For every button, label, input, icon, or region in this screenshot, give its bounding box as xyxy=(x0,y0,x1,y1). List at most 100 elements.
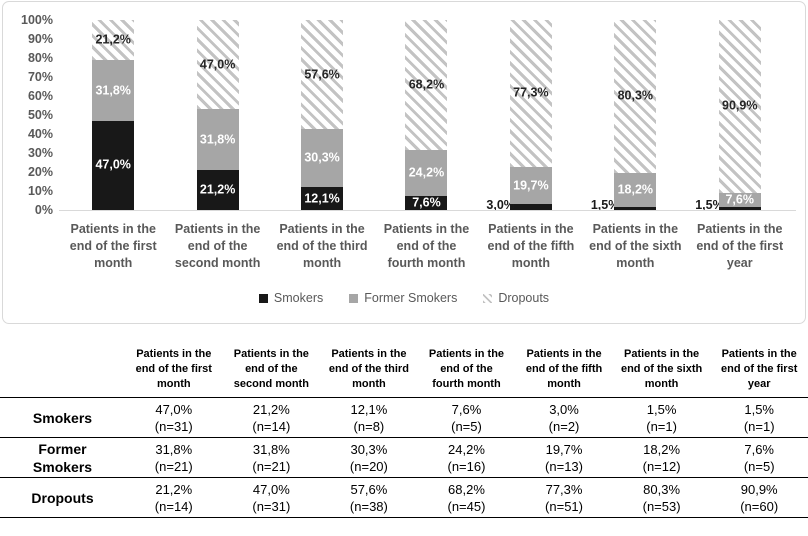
table-cell: 68,2% (n=45) xyxy=(418,478,516,518)
table-header: Patients in the end of the first month Pa… xyxy=(0,345,808,398)
x-axis-category-label: Patients in the end of the first month xyxy=(69,222,157,270)
bar-slot: 1,5% 7,6% 90,9% xyxy=(688,20,792,212)
bar-segment-smokers: 1,5% xyxy=(591,198,657,212)
cell-count: (n=14) xyxy=(154,498,193,514)
table-cell: 18,2% (n=12) xyxy=(613,438,711,478)
bar-segment-dropouts: 90,9% xyxy=(718,20,761,193)
cell-percentage: 21,2% xyxy=(252,401,290,417)
data-label: 77,3% xyxy=(513,85,549,100)
x-axis-category-label: Patients in the end of the second month xyxy=(174,222,261,270)
table-cell: 47,0% (n=31) xyxy=(223,478,321,518)
table-cell: 1,5% (n=1) xyxy=(710,398,808,438)
data-label: 12,1% xyxy=(304,191,340,205)
table-header-row: Patients in the end of the first month Pa… xyxy=(0,345,808,398)
cell-count: (n=2) xyxy=(548,418,580,434)
cell-percentage: 1,5% xyxy=(646,401,677,417)
results-table: Patients in the end of the first month Pa… xyxy=(0,345,808,518)
x-axis-category-label: Patients in the end of the first year xyxy=(696,222,784,270)
table-row-smokers: Smokers 47,0% (n=31) 21,2% (n=14) 12,1% (n=8) 7… xyxy=(0,398,808,438)
x-axis-labels: Patients in the end of the first month Pa… xyxy=(61,221,792,272)
bar-slot: 12,1% 30,3% 57,6% xyxy=(270,20,374,210)
row-label: Former Smokers xyxy=(32,440,93,475)
y-axis-tick: 100% xyxy=(21,12,53,27)
table-cell: 7,6% (n=5) xyxy=(710,438,808,478)
table-cell: 31,8% (n=21) xyxy=(223,438,321,478)
data-label: 18,2% xyxy=(617,182,654,197)
cell-percentage: 21,2% xyxy=(155,481,193,497)
cell-percentage: 68,2% xyxy=(448,481,485,497)
cell-count: (n=20) xyxy=(349,458,388,474)
stacked-bar: 7,6% 24,2% 68,2% xyxy=(405,20,448,210)
x-axis-category-label: Patients in the end of the third month xyxy=(276,222,368,270)
data-label: 30,3% xyxy=(304,150,340,165)
cell-count: (n=60) xyxy=(740,498,779,514)
data-label: 24,2% xyxy=(408,165,445,180)
y-axis-tick: 20% xyxy=(27,164,53,179)
bar-segment-former-smokers: 31,8% xyxy=(196,109,239,170)
table-cell: 30,3% (n=20) xyxy=(320,438,418,478)
table-row-dropouts: Dropouts 21,2% (n=14) 47,0% (n=31) 57,6% (n=38… xyxy=(0,478,808,518)
legend-item-smokers: Smokers xyxy=(258,291,323,305)
stacked-bar: 21,2% 31,8% 47,0% xyxy=(196,20,239,210)
y-axis-tick: 70% xyxy=(27,69,53,84)
cell-percentage: 30,3% xyxy=(350,441,388,457)
legend-marker-dropouts xyxy=(483,293,493,303)
data-label: 47,0% xyxy=(95,157,131,172)
table-column-header: Patients in the end of the sixth month xyxy=(620,348,703,390)
table-cell: 57,6% (n=38) xyxy=(320,478,418,518)
legend-item-dropouts: Dropouts xyxy=(483,291,549,305)
bar-segment-dropouts: 80,3% xyxy=(614,20,657,173)
table-column-header: Patients in the end of the first month xyxy=(135,348,212,390)
y-axis-tick: 10% xyxy=(27,183,53,198)
table-cell: 1,5% (n=1) xyxy=(613,398,711,438)
cell-count: (n=45) xyxy=(447,498,486,514)
cell-count: (n=5) xyxy=(743,458,775,474)
data-label: 90,9% xyxy=(722,98,758,113)
cell-count: (n=13) xyxy=(545,458,583,474)
data-label: 7,6% xyxy=(725,192,754,207)
bar-segment-former-smokers: 24,2% xyxy=(405,149,448,196)
cell-percentage: 7,6% xyxy=(744,441,774,457)
y-axis-tick: 60% xyxy=(27,88,53,103)
cell-percentage: 80,3% xyxy=(643,481,681,497)
table-column-header: Patients in the end of the first year xyxy=(720,348,798,390)
bar-segment-dropouts: 47,0% xyxy=(196,20,239,110)
legend-label: Dropouts xyxy=(498,291,550,305)
table-column-header: Patients in the end of the third month xyxy=(328,348,409,390)
cell-percentage: 31,8% xyxy=(155,441,193,457)
bar-segment-former-smokers: 30,3% xyxy=(301,129,344,188)
table-cell: 21,2% (n=14) xyxy=(223,398,321,438)
bar-slot: 3,0% 19,7% 77,3% xyxy=(479,20,583,212)
cell-percentage: 3,0% xyxy=(549,401,579,417)
stacked-bar: 12,1% 30,3% 57,6% xyxy=(301,20,344,210)
table-cell: 7,6% (n=5) xyxy=(418,398,516,438)
legend-marker-former-smokers xyxy=(349,293,359,303)
cell-percentage: 24,2% xyxy=(448,441,485,457)
cell-count: (n=5) xyxy=(451,418,482,434)
bar-segment-dropouts: 68,2% xyxy=(405,20,448,150)
bar-segment-smokers: 47,0% xyxy=(92,120,135,210)
bar-slot: 1,5% 18,2% 80,3% xyxy=(583,20,687,212)
table-cell: 80,3% (n=53) xyxy=(613,478,711,518)
data-label: 1,5% xyxy=(590,198,620,212)
data-label: 31,8% xyxy=(199,132,236,147)
cell-count: (n=12) xyxy=(642,458,681,474)
y-axis-tick: 30% xyxy=(27,145,53,160)
data-label: 21,2% xyxy=(95,32,131,47)
cell-percentage: 7,6% xyxy=(451,401,482,417)
data-label: 19,7% xyxy=(513,178,549,193)
bar-segment-former-smokers: 18,2% xyxy=(614,172,657,208)
bar-slot: 21,2% 31,8% 47,0% xyxy=(165,20,269,210)
legend-item-former-smokers: Former Smokers xyxy=(349,291,457,305)
x-axis-category-label: Patients in the end of the fourth month xyxy=(383,222,470,270)
y-axis-tick: 80% xyxy=(27,50,53,65)
table-cell: 90,9% (n=60) xyxy=(710,478,808,518)
table-cell: 12,1% (n=8) xyxy=(320,398,418,438)
table-cell: 47,0% (n=31) xyxy=(125,398,223,438)
plot-area: 47,0% 31,8% 21,2% 21,2% 31,8% 47,0% 12,1% 30,3%… xyxy=(61,20,792,212)
bar-slot: 7,6% 24,2% 68,2% xyxy=(374,20,478,210)
cell-percentage: 18,2% xyxy=(643,441,681,457)
cell-percentage: 57,6% xyxy=(350,481,388,497)
stacked-bar-chart: 100% 90% 80% 70% 60% 50% 40% 30% 20% 10% 0% 47,0% 3… xyxy=(2,1,806,324)
bar-segment-smokers: 1,5% xyxy=(695,198,761,212)
